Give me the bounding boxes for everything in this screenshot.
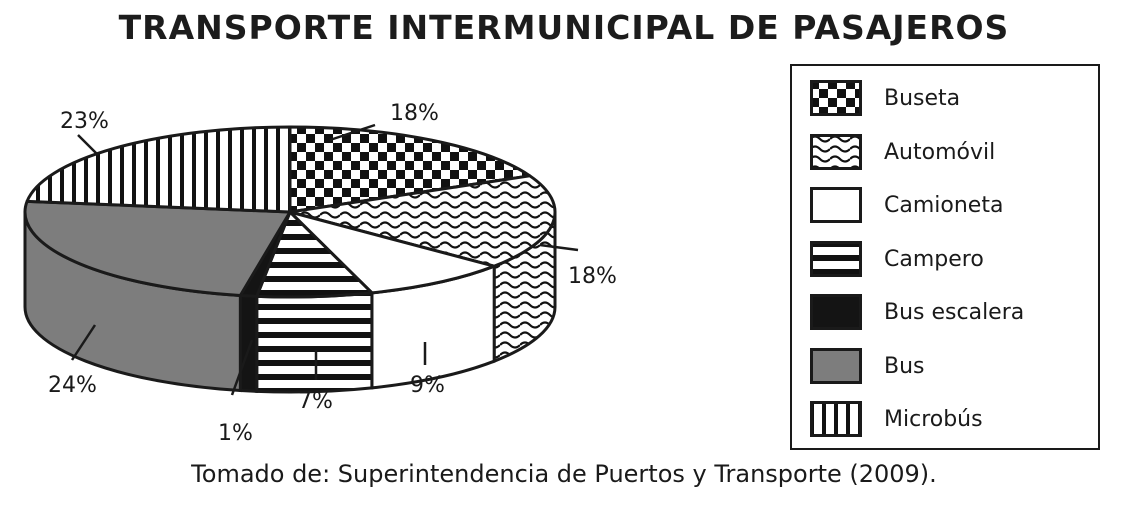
legend: Buseta Automóvil Camioneta Campero Bus escal… <box>790 64 1100 450</box>
legend-item-automovil: Automóvil <box>810 133 1095 172</box>
legend-swatch-bus <box>810 347 862 384</box>
legend-label: Automóvil <box>884 139 996 165</box>
legend-label: Campero <box>884 246 984 272</box>
pie-slice-campero <box>255 210 374 299</box>
leader-line-microbus <box>77 134 99 156</box>
chart-title: TRANSPORTE INTERMUNICIPAL DE PASAJEROS <box>118 8 1010 47</box>
leader-line-bus-escalera <box>230 339 254 396</box>
pie-slice-automovil <box>288 174 557 268</box>
data-label-campero: 7% <box>298 389 333 414</box>
pie-side-bus-escalera <box>238 293 259 393</box>
leader-line-bus <box>70 324 97 361</box>
data-label-buseta: 18% <box>390 101 439 126</box>
legend-item-buseta: Buseta <box>810 80 1095 118</box>
pie-slice-microbus <box>25 125 292 214</box>
data-label-bus: 24% <box>48 373 97 398</box>
legend-item-bus-escalera: Bus escalera <box>810 294 1095 332</box>
pie-chart: 18% 18% 9% 7% 1% 24% 23% <box>23 101 617 446</box>
legend-label: Buseta <box>884 86 961 111</box>
data-label-microbus: 23% <box>60 109 109 134</box>
legend-swatch-automovil <box>810 133 862 170</box>
legend-swatch-microbus <box>810 401 862 437</box>
legend-item-campero: Campero <box>810 240 1095 279</box>
leader-line-automovil <box>539 243 579 252</box>
pie-slice-buseta <box>288 125 532 214</box>
data-label-bus-escalera: 1% <box>218 421 253 446</box>
legend-label: Bus <box>884 353 925 379</box>
legend-label: Camioneta <box>884 193 1004 218</box>
legend-swatch-bus-escalera <box>810 294 862 330</box>
legend-label: Bus escalera <box>884 300 1025 325</box>
legend-item-camioneta: Camioneta <box>810 187 1095 225</box>
leader-line-buseta <box>329 123 376 142</box>
data-label-camioneta: 9% <box>410 373 445 398</box>
pie-slice-camioneta <box>288 210 496 295</box>
pie-side-campero <box>255 291 374 394</box>
legend-swatch-campero <box>810 240 862 277</box>
legend-swatch-buseta <box>810 80 862 116</box>
legend-swatch-camioneta <box>810 187 862 223</box>
source-note: Tomado de: Superintendencia de Puertos y… <box>191 460 937 488</box>
pie-slice-bus <box>23 199 292 297</box>
data-label-automovil: 18% <box>568 264 617 289</box>
legend-item-bus: Bus <box>810 347 1095 386</box>
legend-label: Microbús <box>884 407 983 432</box>
legend-item-microbus: Microbús <box>810 401 1095 439</box>
